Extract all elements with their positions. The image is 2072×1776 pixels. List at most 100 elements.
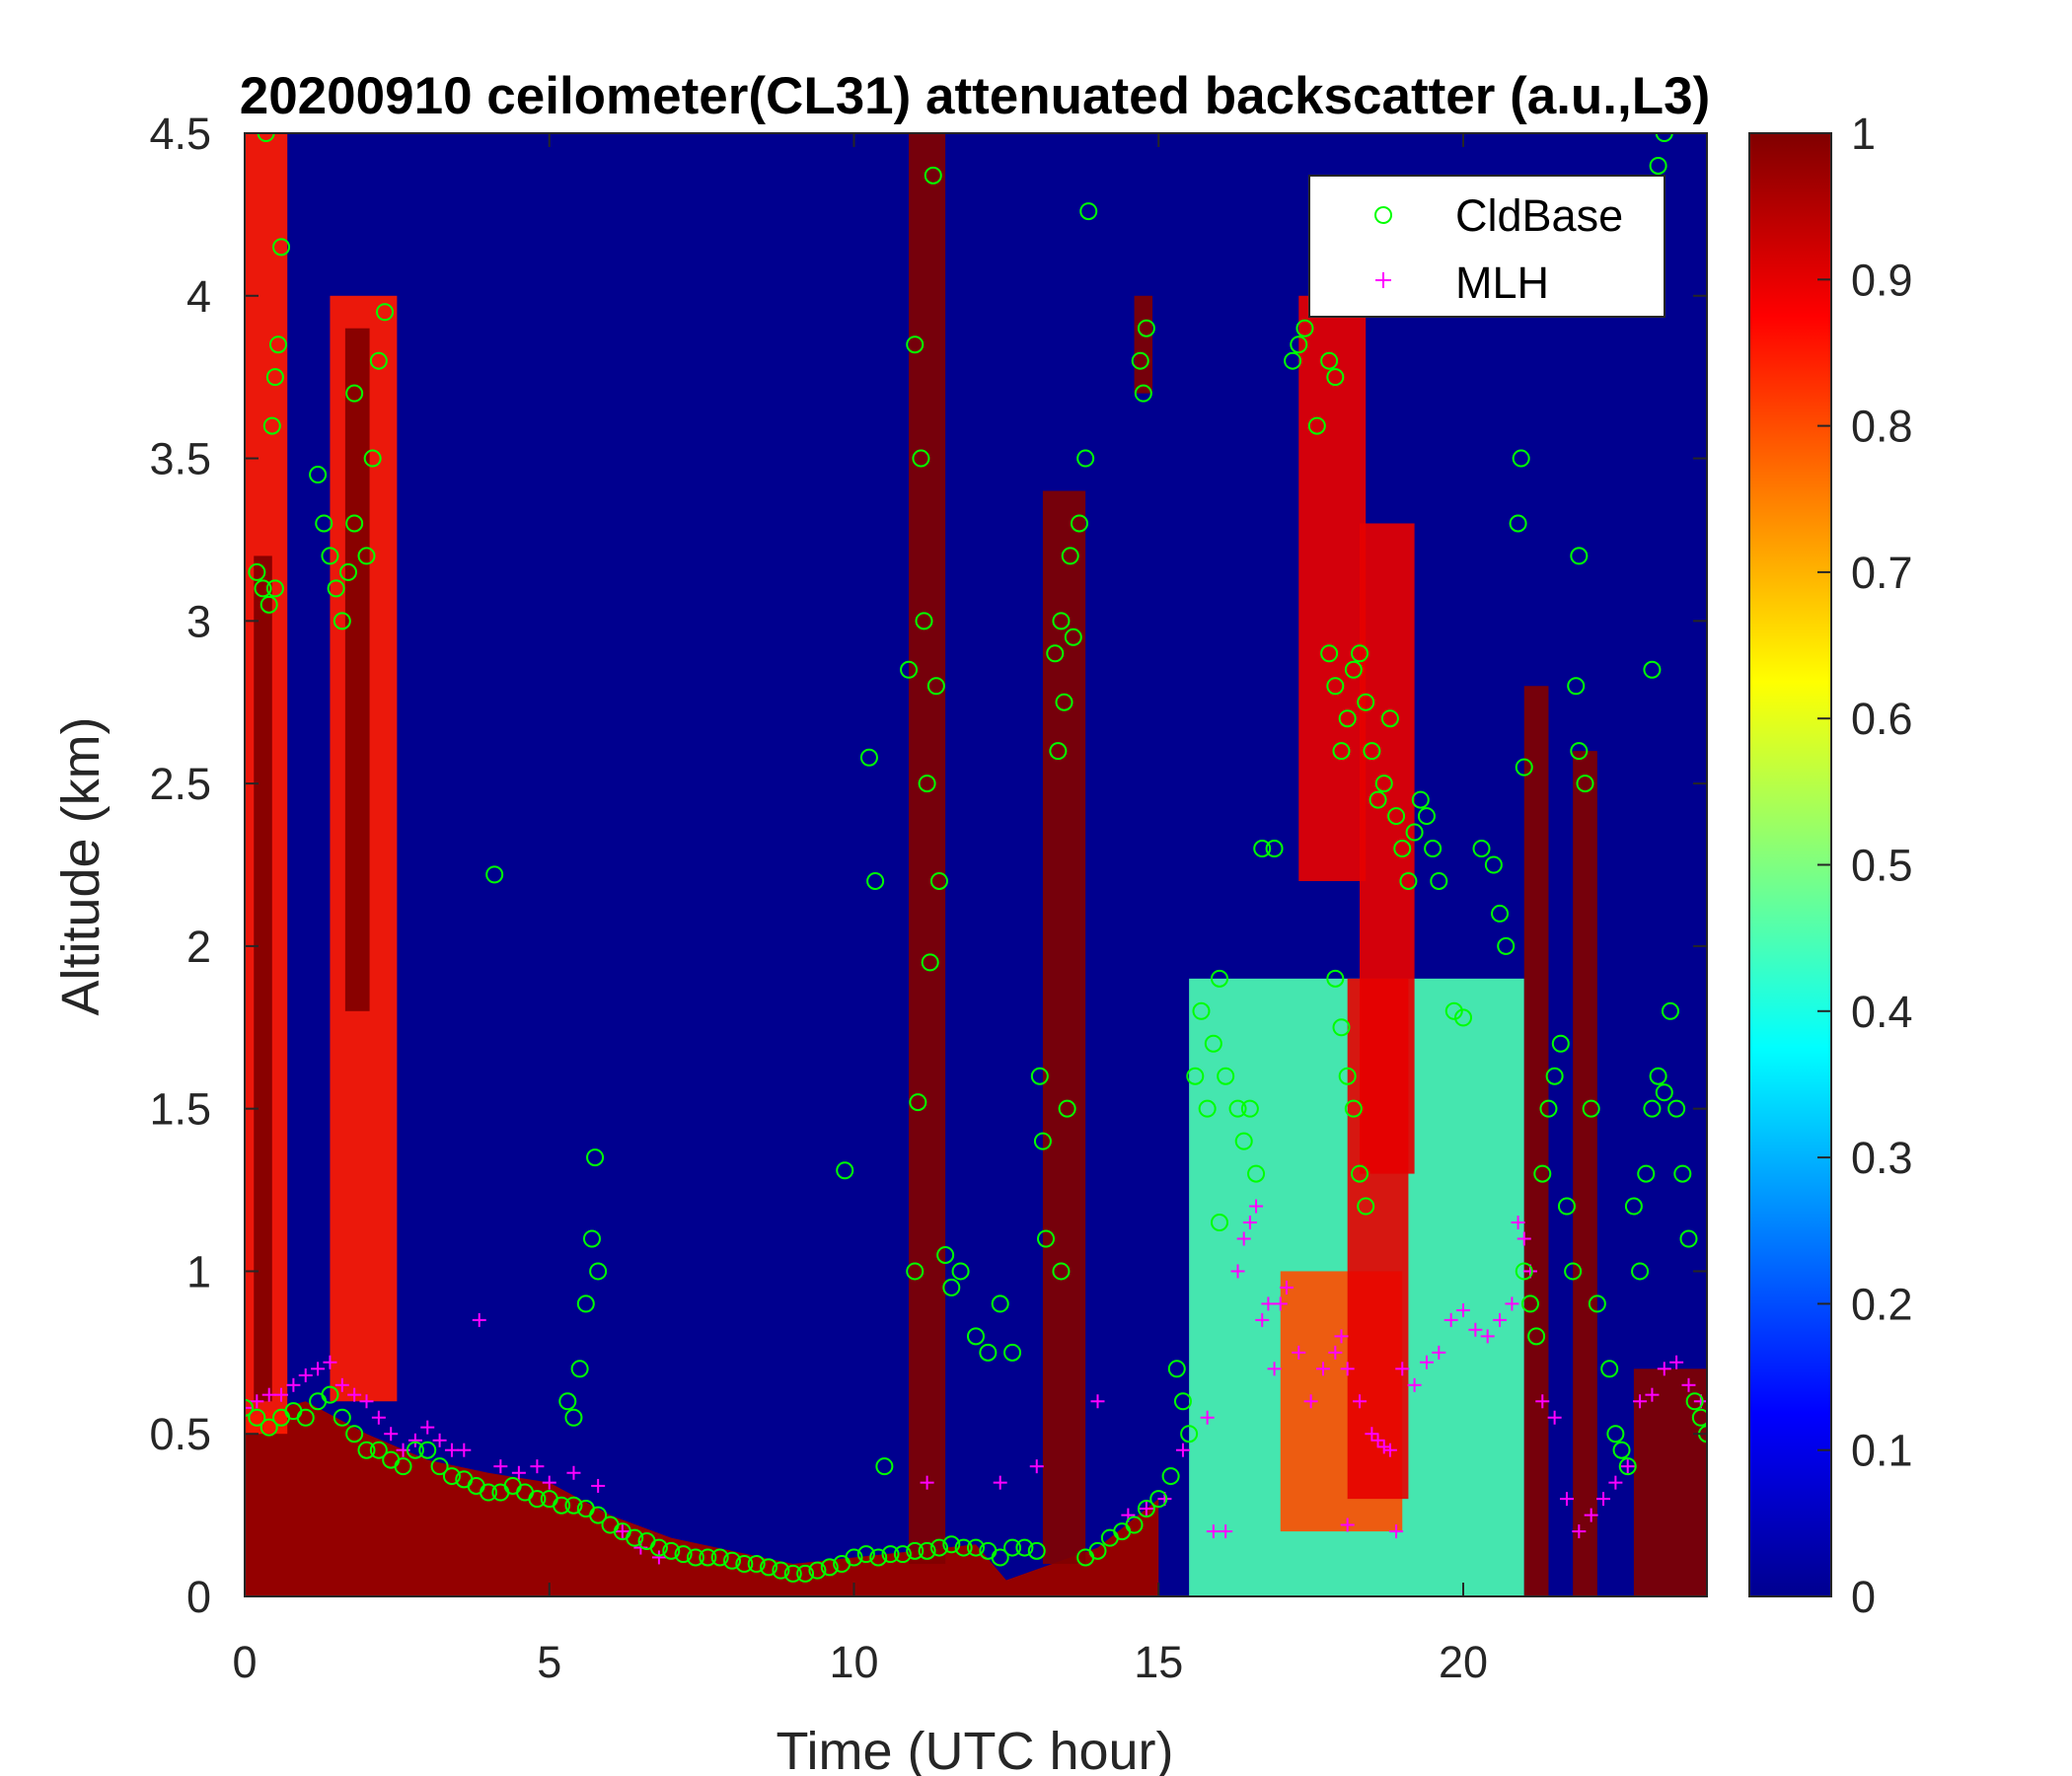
cldbase-point [1624,1197,1643,1216]
cldbase-point [875,1457,894,1476]
cldbase-point [321,1385,339,1404]
mlh-point [1175,1443,1190,1457]
cldbase-point [406,1441,424,1459]
cldbase-point [1198,1099,1217,1118]
mlh-point [1219,1524,1233,1539]
cldbase-point [345,1425,364,1443]
cldbase-point [376,303,395,322]
cldbase-point [893,1545,912,1564]
mlh-point [1419,1355,1434,1369]
cloud-plume-4 [909,133,946,1565]
cldbase-point [796,1564,815,1583]
cldbase-point [1211,1214,1228,1232]
cldbase-point [1344,1099,1363,1118]
cldbase-point [942,1278,961,1296]
mlh-point [1029,1459,1044,1474]
cldbase-point [1551,1034,1570,1053]
cldbase-point [1049,742,1068,761]
cldbase-point [1217,1067,1235,1085]
cldbase-point [265,579,284,598]
cldbase-point [991,1295,1009,1313]
mlh-point [1633,1394,1648,1409]
mlh-point [432,1433,447,1447]
cldbase-point [929,1538,948,1557]
mlh-point [1365,1427,1379,1442]
cldbase-point [710,1548,729,1567]
mlh-point [1505,1296,1519,1311]
cldbase-point [296,1408,315,1427]
y-tick-label: 2 [186,922,211,972]
cldbase-point [1444,1001,1463,1020]
cldbase-point [1673,1164,1692,1183]
cldbase-point [1411,790,1430,809]
cldbase-point [1515,758,1533,777]
cldbase-point [553,1496,571,1515]
cldbase-point [1618,1457,1637,1476]
cldbase-point [772,1561,790,1580]
cldbase-point [686,1548,704,1567]
x-tick-label: 15 [1134,1637,1183,1687]
mlh-point [1382,1443,1397,1457]
colorbar-tick-label: 0 [1851,1572,1876,1622]
cldbase-point [1405,823,1424,842]
cldbase-point [1320,644,1339,663]
cldbase-point [363,449,382,468]
mlh-point [566,1465,581,1480]
cldbase-point [1046,644,1065,663]
mlh-point [1407,1377,1422,1392]
cldbase-point [1079,202,1098,221]
cldbase-point [906,335,925,354]
cldbase-point [1027,1541,1046,1560]
cldbase-point [942,1535,961,1554]
cloud-plume-6 [1134,295,1153,394]
cldbase-point [1192,1001,1211,1020]
cldbase-point [564,1408,583,1427]
mlh-point [286,1377,301,1392]
mlh-point [274,1387,289,1402]
cldbase-point [1387,807,1406,826]
legend-box [1308,175,1665,318]
cldbase-point [808,1561,827,1580]
cldbase-point [345,384,364,403]
mlh-point [651,1550,666,1565]
cldbase-point [1369,790,1387,809]
plot-frame [244,132,1708,1597]
cldbase-point [369,1441,388,1459]
y-axis-label: Altitude (km) [51,716,111,1015]
cldbase-point [570,1360,589,1378]
cldbase-point [1588,1295,1606,1313]
cldbase-point [735,1555,754,1574]
cldbase-point [906,1541,925,1560]
cldbase-point [333,1408,351,1427]
mlh-point [1206,1524,1221,1539]
cldbase-point [1033,1132,1052,1150]
cldbase-point [900,660,919,679]
cldbase-point [1679,1229,1698,1248]
cldbase-point [1643,660,1662,679]
cldbase-point [836,1161,854,1180]
cldbase-point [1030,1067,1049,1085]
cldbase-point [1491,904,1510,923]
x-tick-label: 20 [1439,1637,1488,1687]
cldbase-point [576,1295,595,1313]
cldbase-point [1055,693,1073,711]
colorbar-tick-label: 0.2 [1851,1279,1913,1329]
mlh-point [323,1355,337,1369]
mlh-point [1535,1394,1550,1409]
x-axis: 0 5 10 15 20 [232,133,1488,1687]
cloud-plume-1 [254,555,272,1402]
backscatter-field [245,133,1707,1596]
cldbase-point [1326,677,1345,696]
cloud-plume-7 [1298,295,1367,881]
mlh-point [1517,1231,1531,1246]
cldbase-point [760,1558,778,1577]
cldbase-point [1691,1408,1707,1427]
mlh-point [1432,1345,1446,1360]
mlh-point [1255,1312,1270,1327]
y-tick-label: 2.5 [149,759,211,809]
cldbase-point [1204,1034,1222,1053]
cldbase-point [1320,351,1339,370]
cldbase-point [662,1541,681,1560]
cldbase-point [649,1538,668,1557]
